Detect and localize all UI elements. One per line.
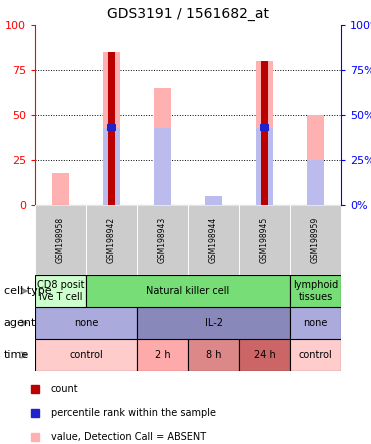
Text: 8 h: 8 h [206, 350, 221, 360]
Text: GSM198959: GSM198959 [311, 217, 320, 263]
Bar [35, 275, 86, 307]
Bar [35, 339, 137, 371]
Text: CD8 posit
ive T cell: CD8 posit ive T cell [37, 280, 84, 302]
Text: agent: agent [4, 318, 36, 328]
Bar [137, 205, 188, 275]
Bar [35, 307, 137, 339]
Text: GSM198958: GSM198958 [56, 217, 65, 263]
Bar [104, 127, 120, 205]
Text: GSM198945: GSM198945 [260, 217, 269, 263]
Text: cell type: cell type [4, 286, 51, 296]
Bar [261, 61, 268, 205]
Bar [154, 88, 171, 205]
Bar [86, 205, 137, 275]
Text: time: time [4, 350, 29, 360]
Text: percentile rank within the sample: percentile rank within the sample [50, 408, 216, 418]
Text: control: control [299, 350, 332, 360]
Bar [35, 205, 86, 275]
Text: 24 h: 24 h [254, 350, 275, 360]
Bar [107, 124, 116, 131]
Bar [52, 173, 69, 205]
Text: control: control [69, 350, 103, 360]
Bar [260, 124, 269, 131]
Text: value, Detection Call = ABSENT: value, Detection Call = ABSENT [50, 432, 206, 441]
Bar [290, 205, 341, 275]
Bar [256, 127, 273, 205]
Text: IL-2: IL-2 [204, 318, 223, 328]
Bar [137, 339, 188, 371]
Text: none: none [74, 318, 98, 328]
Bar [239, 205, 290, 275]
Bar [137, 307, 290, 339]
Bar [290, 307, 341, 339]
Bar [307, 160, 324, 205]
Bar [256, 61, 273, 205]
Bar [290, 339, 341, 371]
Text: GSM198943: GSM198943 [158, 217, 167, 263]
Text: Natural killer cell: Natural killer cell [147, 286, 230, 296]
Text: lymphoid
tissues: lymphoid tissues [293, 280, 338, 302]
Text: none: none [303, 318, 328, 328]
Text: GSM198944: GSM198944 [209, 217, 218, 263]
Bar [108, 52, 115, 205]
Bar [239, 339, 290, 371]
Bar [307, 115, 324, 205]
Bar [86, 275, 290, 307]
Bar [104, 52, 120, 205]
Text: 2 h: 2 h [155, 350, 170, 360]
Bar [188, 205, 239, 275]
Bar [290, 275, 341, 307]
Bar [188, 339, 239, 371]
Title: GDS3191 / 1561682_at: GDS3191 / 1561682_at [107, 7, 269, 21]
Text: GSM198942: GSM198942 [107, 217, 116, 263]
Bar [205, 196, 221, 205]
Bar [205, 196, 221, 205]
Bar [154, 127, 171, 205]
Text: count: count [50, 385, 78, 394]
